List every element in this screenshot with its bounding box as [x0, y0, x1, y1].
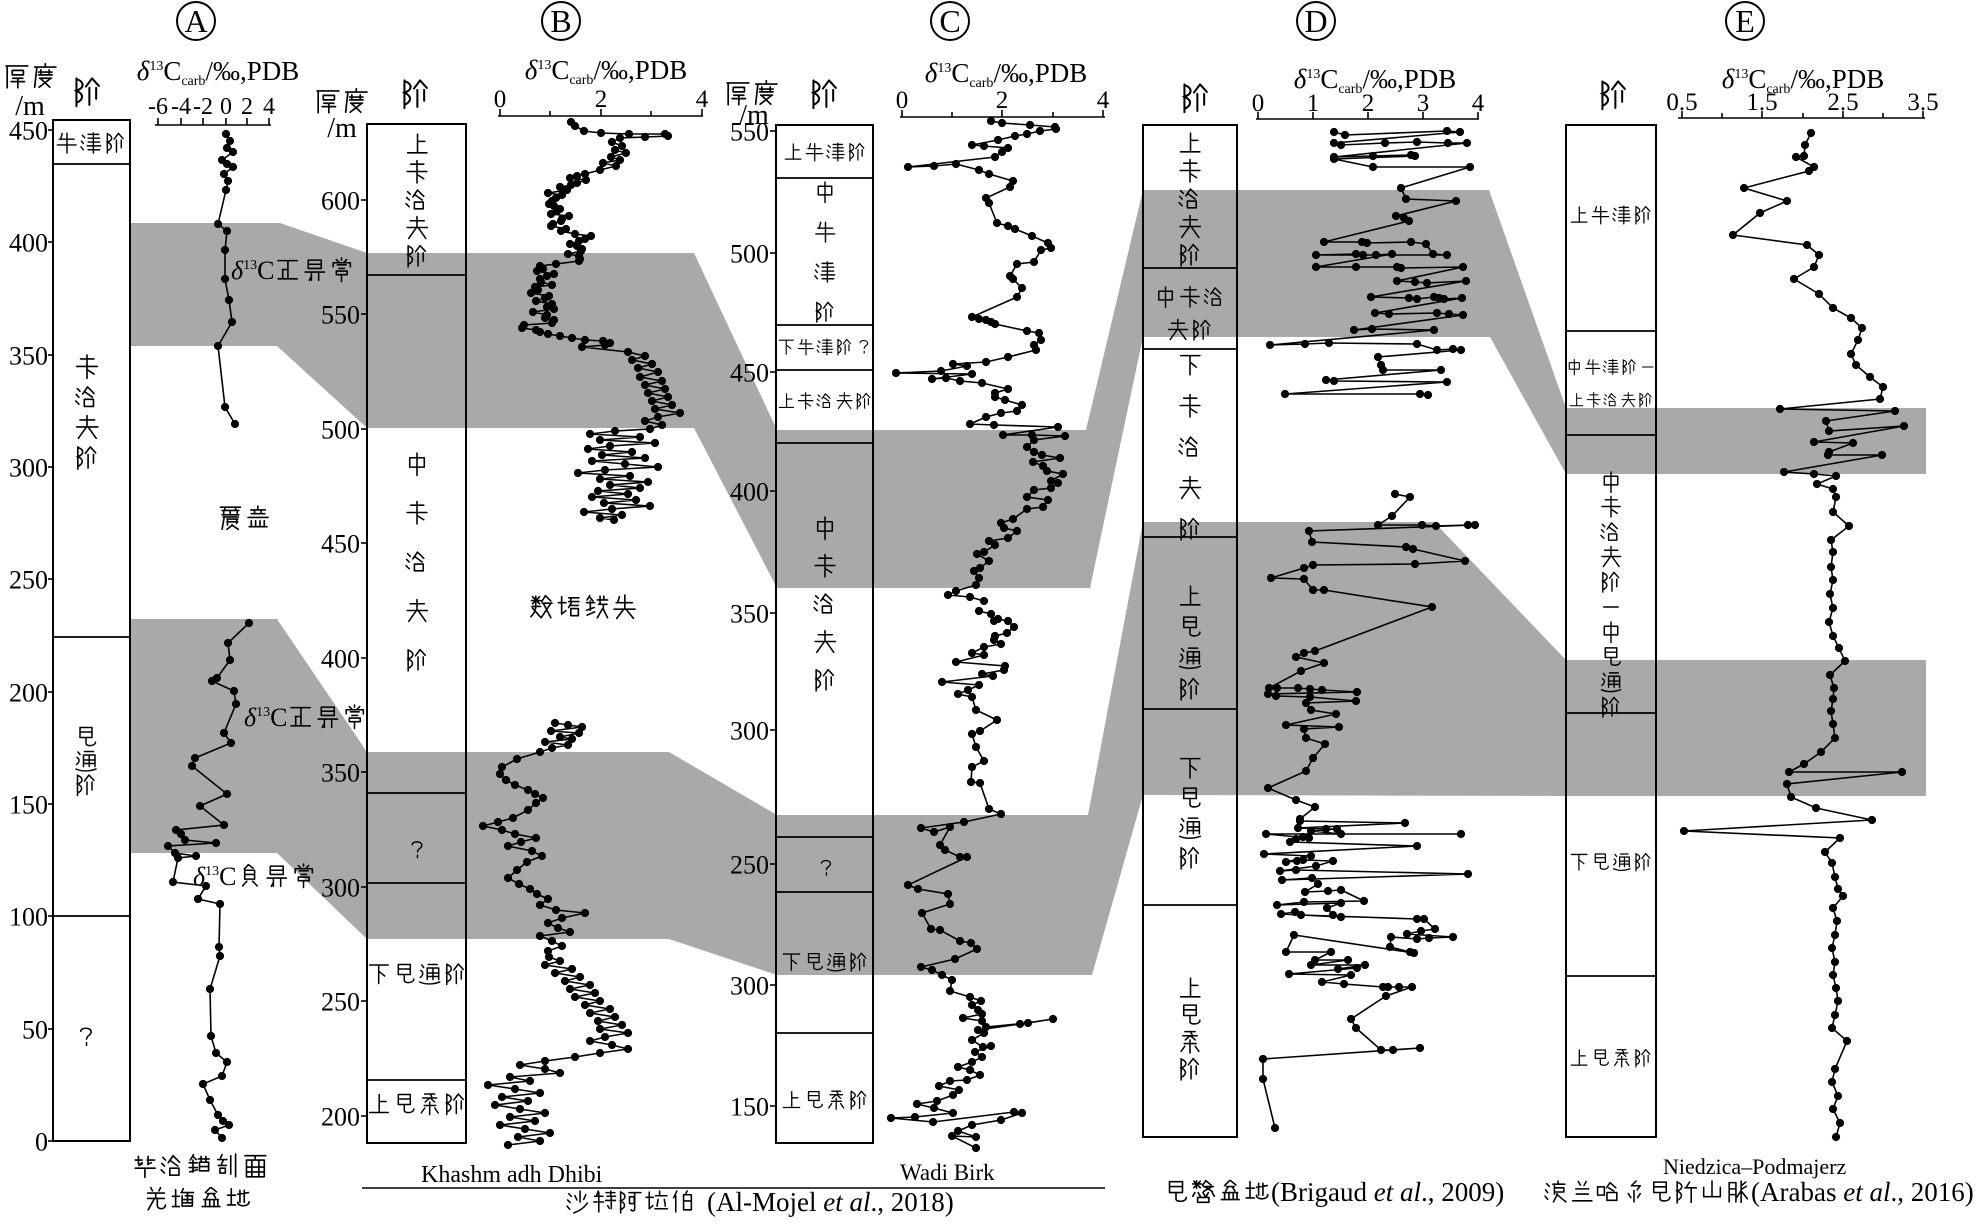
- svg-text:350: 350: [321, 758, 360, 787]
- svg-text:2: 2: [996, 87, 1009, 114]
- svg-text:0: 0: [494, 86, 507, 113]
- svg-text:C: C: [939, 3, 960, 39]
- svg-text:300: 300: [730, 971, 769, 1000]
- svg-text:0: 0: [220, 94, 232, 120]
- svg-text:450: 450: [730, 358, 769, 387]
- svg-text:300: 300: [9, 453, 48, 482]
- svg-text:0: 0: [1252, 90, 1265, 117]
- svg-text:200: 200: [321, 1102, 360, 1131]
- svg-text:D: D: [1304, 3, 1327, 39]
- svg-text:δ13Ccarb/‰,PDB: δ13Ccarb/‰,PDB: [1722, 64, 1884, 97]
- svg-text:600: 600: [321, 186, 360, 215]
- svg-text:500: 500: [321, 415, 360, 444]
- svg-text:300: 300: [321, 873, 360, 902]
- svg-text:Khashm adh Dhibi: Khashm adh Dhibi: [421, 1162, 603, 1188]
- svg-text:350: 350: [9, 341, 48, 370]
- svg-text:250: 250: [9, 565, 48, 594]
- svg-text:A: A: [184, 3, 207, 39]
- svg-text:(Brigaud et al., 2009): (Brigaud et al., 2009): [1271, 1177, 1504, 1207]
- svg-text:4: 4: [1097, 87, 1110, 114]
- svg-text:250: 250: [321, 987, 360, 1016]
- svg-text:550: 550: [730, 117, 769, 146]
- svg-text:400: 400: [321, 644, 360, 673]
- svg-text:(Arabas et al., 2016): (Arabas et al., 2016): [1751, 1177, 1974, 1207]
- svg-text:150: 150: [730, 1092, 769, 1121]
- svg-text:0: 0: [35, 1127, 48, 1156]
- svg-text:4: 4: [696, 86, 709, 113]
- svg-text:/m: /m: [327, 113, 357, 144]
- svg-text:-4: -4: [171, 94, 191, 120]
- svg-text:350: 350: [730, 599, 769, 628]
- svg-text:δ13Ccarb/‰,PDB: δ13Ccarb/‰,PDB: [137, 56, 299, 89]
- svg-text:Wadi Birk: Wadi Birk: [900, 1160, 995, 1185]
- svg-text:4: 4: [1472, 90, 1485, 117]
- svg-text:3.5: 3.5: [1907, 89, 1938, 116]
- svg-text:2: 2: [595, 86, 608, 113]
- svg-text:4: 4: [263, 94, 275, 120]
- svg-text:450: 450: [9, 116, 48, 145]
- svg-text:0.5: 0.5: [1666, 89, 1697, 116]
- svg-text:200: 200: [9, 678, 48, 707]
- svg-text:0: 0: [896, 87, 909, 114]
- svg-text:2: 2: [1362, 90, 1375, 117]
- svg-text:δ13Ccarb/‰,PDB: δ13Ccarb/‰,PDB: [925, 58, 1087, 91]
- svg-text:500: 500: [730, 239, 769, 268]
- svg-text:2: 2: [241, 94, 253, 120]
- svg-text:1.5: 1.5: [1746, 89, 1777, 116]
- svg-text:2.5: 2.5: [1827, 89, 1858, 116]
- svg-text:450: 450: [321, 529, 360, 558]
- svg-text:E: E: [1735, 3, 1755, 39]
- svg-text:3: 3: [1417, 90, 1430, 117]
- svg-text:/m: /m: [739, 100, 769, 131]
- svg-text:300: 300: [730, 716, 769, 745]
- svg-text:Niedzica–Podmajerz: Niedzica–Podmajerz: [1663, 1154, 1846, 1179]
- svg-text:δ13C: δ13C: [231, 256, 274, 285]
- svg-text:δ13C: δ13C: [244, 703, 287, 732]
- svg-text:250: 250: [730, 850, 769, 879]
- svg-text:δ13Ccarb/‰,PDB: δ13Ccarb/‰,PDB: [525, 55, 687, 88]
- svg-text:550: 550: [321, 300, 360, 329]
- svg-text:δ13Ccarb/‰,PDB: δ13Ccarb/‰,PDB: [1294, 64, 1456, 97]
- svg-text:B: B: [550, 3, 571, 39]
- svg-text:(Al-Mojel et al., 2018): (Al-Mojel et al., 2018): [707, 1187, 954, 1217]
- svg-text:-2: -2: [193, 94, 213, 120]
- svg-text:400: 400: [9, 228, 48, 257]
- svg-text:/m: /m: [15, 91, 45, 122]
- svg-text:100: 100: [9, 902, 48, 931]
- svg-text:50: 50: [22, 1015, 48, 1044]
- svg-text:150: 150: [9, 790, 48, 819]
- svg-text:400: 400: [730, 477, 769, 506]
- svg-text:δ13C: δ13C: [193, 862, 236, 891]
- svg-text:-6: -6: [148, 94, 168, 120]
- svg-text:1: 1: [1307, 90, 1320, 117]
